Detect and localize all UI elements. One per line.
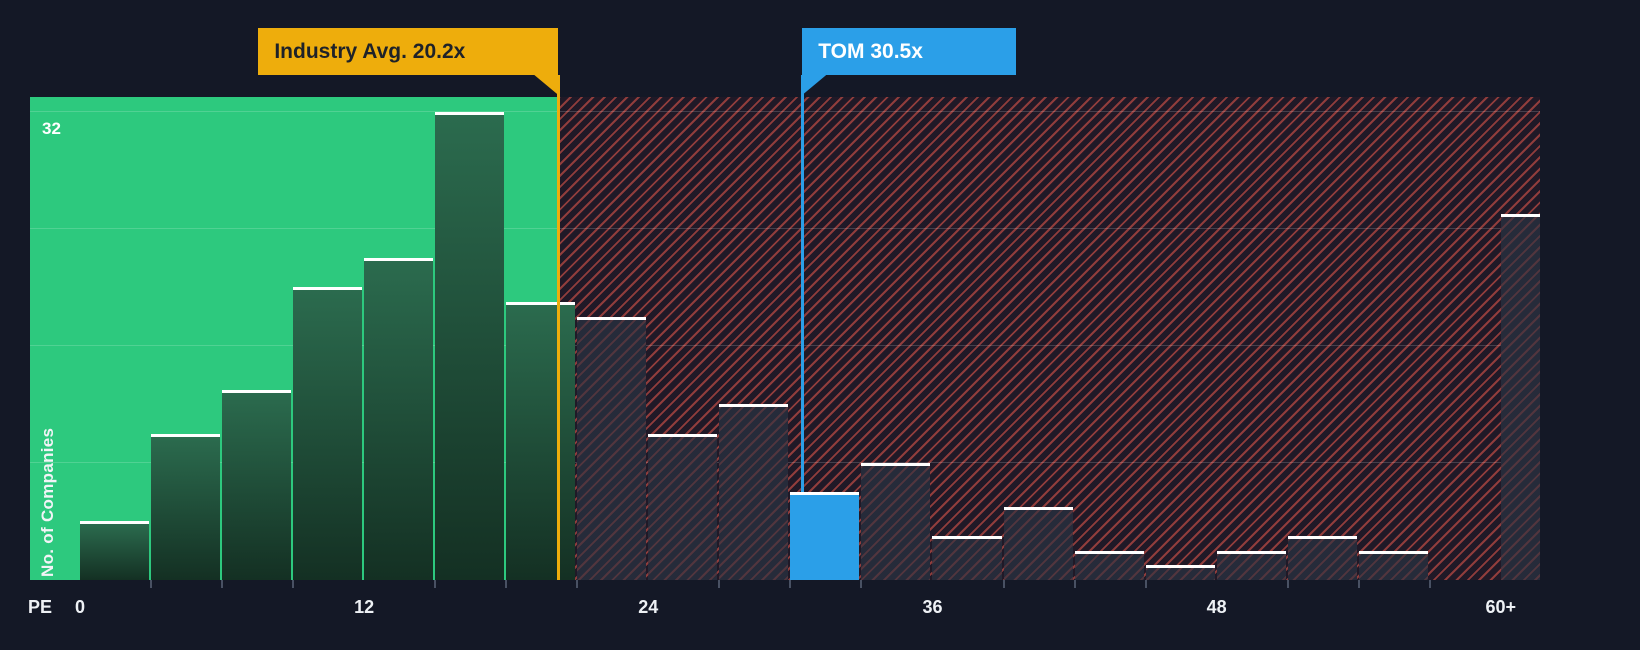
histogram-bar-54[interactable] [1358, 550, 1428, 580]
x-axis-minor-tick [1073, 580, 1076, 588]
x-tick-label-12: 12 [354, 597, 375, 617]
histogram-bar-0[interactable] [80, 521, 150, 580]
y-axis-title: No. of Companies [38, 427, 57, 577]
industry-callout-pointer-icon [534, 75, 559, 95]
histogram-bar-39[interactable] [1003, 506, 1073, 580]
gridline [30, 227, 1540, 229]
industry-average-callout: Industry Avg. 20.2x [258, 28, 559, 75]
x-axis-minor-tick [1286, 580, 1289, 588]
histogram-bar-18[interactable] [506, 301, 576, 580]
gridline [30, 110, 1540, 112]
x-tick-label-36: 36 [922, 597, 943, 617]
company-marker-line [800, 75, 804, 493]
company-callout-pointer-icon [802, 75, 827, 95]
x-axis-minor-tick [718, 580, 721, 588]
y-axis-max-label: 32 [42, 119, 61, 138]
x-axis-minor-tick [505, 580, 508, 588]
x-axis-minor-tick [221, 580, 224, 588]
gridline [30, 344, 1540, 346]
x-tick-label-60+: 60+ [1485, 597, 1517, 617]
x-axis-minor-tick [1428, 580, 1431, 588]
histogram-bar-45[interactable] [1145, 565, 1215, 580]
x-axis-title: PE [28, 597, 53, 617]
x-axis-minor-tick [1144, 580, 1147, 588]
company-label: TOM 30.5x [818, 40, 923, 63]
histogram-bar-27[interactable] [719, 404, 789, 580]
histogram-bar-15[interactable] [435, 111, 505, 580]
histogram-bar-51[interactable] [1287, 536, 1357, 580]
industry-average-line [556, 75, 560, 580]
x-tick-label-0: 0 [74, 597, 86, 617]
histogram-bar-30[interactable] [790, 492, 860, 580]
above-average-region [558, 97, 1540, 580]
histogram-bar-3[interactable] [151, 433, 221, 580]
plot-area: 32 [30, 75, 1540, 580]
histogram-bar-48[interactable] [1216, 550, 1286, 580]
histogram-bar-6[interactable] [222, 389, 292, 580]
x-axis-minor-tick [434, 580, 437, 588]
histogram-bar-21[interactable] [577, 316, 647, 580]
x-axis-minor-tick [576, 580, 579, 588]
bars-layer [30, 97, 1540, 580]
histogram-bar-33[interactable] [861, 462, 931, 580]
histogram-bar-60+[interactable] [1500, 214, 1540, 580]
histogram-bar-12[interactable] [364, 258, 434, 580]
industry-average-label: Industry Avg. 20.2x [274, 40, 466, 63]
x-axis-minor-tick [1002, 580, 1005, 588]
histogram-bar-9[interactable] [293, 287, 363, 580]
x-axis-minor-tick [789, 580, 792, 588]
histogram-bar-42[interactable] [1074, 550, 1144, 580]
x-tick-label-24: 24 [638, 597, 659, 617]
x-tick-label-48: 48 [1206, 597, 1227, 617]
x-axis-minor-tick [860, 580, 863, 588]
company-callout: TOM 30.5x [802, 28, 1017, 75]
histogram-bar-24[interactable] [648, 433, 718, 580]
histogram-bar-36[interactable] [932, 536, 1002, 580]
x-axis-minor-tick [292, 580, 295, 588]
x-axis-minor-tick [1357, 580, 1360, 588]
x-axis-minor-tick [150, 580, 153, 588]
